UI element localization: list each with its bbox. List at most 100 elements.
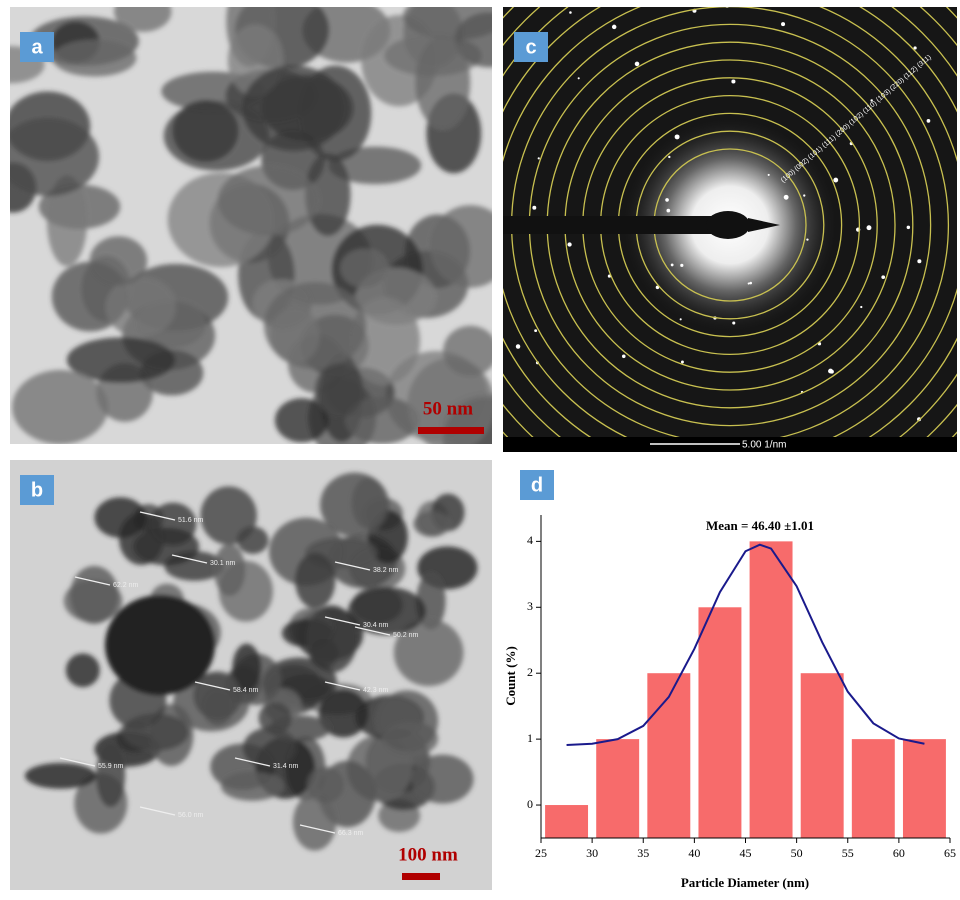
spot [665, 198, 669, 202]
x-tick-label: 60 [893, 846, 905, 860]
particle [218, 166, 319, 236]
beam-stop [503, 216, 718, 234]
spot [532, 206, 536, 210]
spot [516, 344, 520, 348]
scale-bar-label: 5.00 1/nm [742, 440, 786, 451]
measure-label: 31.4 nm [273, 763, 298, 770]
y-tick-label: 3 [527, 599, 533, 613]
measure-label: 38.2 nm [373, 567, 398, 574]
particle [310, 639, 338, 668]
bar [852, 739, 895, 838]
bar [698, 607, 741, 838]
particle [200, 486, 256, 544]
spot [732, 321, 735, 324]
spot [860, 306, 862, 308]
spot [671, 264, 674, 267]
particle [0, 118, 99, 197]
particle [221, 771, 283, 800]
x-tick-label: 30 [586, 846, 598, 860]
y-tick-label: 0 [527, 797, 533, 811]
beam-stop [706, 211, 750, 239]
particle [105, 595, 215, 695]
spot [927, 119, 931, 123]
particle [412, 755, 474, 804]
particle [242, 65, 345, 150]
spot [833, 178, 838, 183]
spot [806, 238, 808, 240]
particle [66, 653, 100, 687]
scale-bar-label: 50 nm [423, 398, 473, 419]
measure-label: 62.2 nm [113, 582, 138, 589]
chart-title: Mean = 46.40 ±1.01 [706, 518, 814, 533]
spot [668, 156, 670, 158]
particle [271, 307, 320, 363]
spot [622, 355, 626, 359]
spot [803, 194, 805, 196]
bar [903, 739, 946, 838]
scale-bar-label: 100 nm [398, 844, 458, 865]
spot [748, 282, 750, 284]
bar [750, 541, 793, 838]
panel-label: b [31, 479, 43, 501]
spot [578, 77, 580, 79]
particle [70, 566, 118, 624]
particle [90, 236, 148, 285]
fit-curve [567, 545, 925, 745]
spot [538, 157, 540, 159]
x-tick-label: 25 [535, 846, 547, 860]
particle [413, 511, 450, 537]
x-axis-title: Particle Diameter (nm) [681, 875, 809, 890]
scale-bar [402, 873, 440, 880]
spot [768, 174, 770, 176]
particle [415, 36, 470, 129]
measure-label: 42.3 nm [363, 687, 388, 694]
x-tick-label: 55 [842, 846, 854, 860]
scale-bar [418, 427, 484, 434]
spot [666, 209, 670, 213]
y-tick-label: 2 [527, 665, 533, 679]
spot [534, 329, 537, 332]
spot [635, 62, 640, 67]
x-tick-label: 40 [688, 846, 700, 860]
x-tick-label: 45 [740, 846, 752, 860]
spot [907, 226, 910, 229]
particle [315, 363, 363, 417]
particle [352, 478, 386, 529]
spot [830, 370, 834, 374]
y-tick-label: 4 [527, 533, 533, 547]
particle [105, 277, 175, 337]
y-tick-label: 1 [527, 731, 533, 745]
particle [173, 100, 239, 161]
spot [731, 79, 735, 83]
particle [25, 763, 96, 789]
x-tick-label: 50 [791, 846, 803, 860]
x-tick-label: 65 [944, 846, 956, 860]
measure-label: 50.2 nm [393, 632, 418, 639]
particle [96, 743, 125, 807]
measure-label: 58.4 nm [233, 687, 258, 694]
particle [259, 702, 292, 734]
bar [596, 739, 639, 838]
spot [612, 25, 616, 29]
spot [567, 242, 571, 246]
measure-label: 66.3 nm [338, 830, 363, 837]
measure-label: 56.0 nm [178, 812, 203, 819]
particle [340, 249, 387, 288]
y-axis-title: Count (%) [503, 646, 518, 706]
bar [801, 673, 844, 838]
particle [12, 370, 108, 444]
histogram: 0 1 2 3 4 25 30 35 40 45 50 55 60 65 Mean = 46.40 ±1.0… [503, 515, 956, 890]
particle [295, 553, 335, 609]
spot [569, 11, 572, 14]
particle [443, 326, 497, 376]
particle [53, 40, 137, 77]
spot [917, 259, 921, 263]
x-tick-label: 35 [637, 846, 649, 860]
spot [867, 225, 872, 230]
measure-label: 51.6 nm [178, 517, 203, 524]
panel-label: c [525, 36, 536, 58]
spot [881, 275, 885, 279]
particle [133, 528, 199, 566]
measure-label: 30.4 nm [363, 622, 388, 629]
figure: (100)(002)(101)(111)(200)(102)(110)(103)… [0, 0, 960, 895]
